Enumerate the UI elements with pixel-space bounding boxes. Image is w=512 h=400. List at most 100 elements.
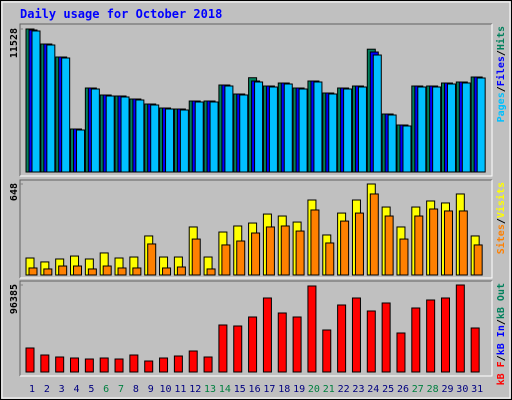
- plot-border-light: [20, 281, 493, 377]
- bar: [298, 88, 308, 173]
- bar: [429, 208, 439, 276]
- legend-separator: /: [496, 355, 507, 361]
- bar: [310, 209, 320, 276]
- bar: [162, 267, 172, 276]
- x-tick-label: 26: [397, 384, 409, 395]
- bar: [233, 325, 243, 373]
- legend-separator: /: [496, 218, 507, 224]
- x-tick-label: 10: [160, 384, 172, 395]
- legend: Pages/Files/Hits: [495, 26, 507, 122]
- chart-title: Daily usage for October 2018: [20, 7, 222, 21]
- bar: [280, 225, 290, 276]
- bar: [90, 88, 100, 173]
- legend-entry: Pages: [496, 92, 507, 122]
- x-tick-label: 27: [412, 384, 424, 395]
- bar: [458, 210, 468, 276]
- bar: [411, 307, 421, 373]
- x-tick-label: 6: [103, 384, 109, 395]
- bar: [150, 104, 160, 173]
- bar: [84, 358, 94, 373]
- bar: [25, 347, 35, 373]
- bar: [384, 215, 394, 276]
- x-tick-label: 2: [44, 384, 50, 395]
- bar: [61, 57, 71, 173]
- bar: [218, 324, 228, 373]
- bar: [165, 108, 175, 173]
- bar: [351, 297, 361, 373]
- bar: [40, 354, 50, 373]
- legend-entry: kB Out: [496, 283, 507, 319]
- bar: [399, 238, 409, 276]
- x-tick-label: 14: [219, 384, 231, 395]
- bar: [322, 329, 332, 373]
- bar: [414, 215, 424, 276]
- x-tick-label: 25: [382, 384, 394, 395]
- bar: [28, 267, 38, 276]
- x-tick-label: 23: [352, 384, 364, 395]
- bar: [443, 210, 453, 276]
- x-tick-label: 17: [263, 384, 275, 395]
- bar: [455, 284, 465, 373]
- bar: [295, 230, 305, 276]
- bar: [76, 129, 86, 173]
- x-tick-label: 3: [59, 384, 65, 395]
- bar: [325, 242, 335, 276]
- legend: kB F/kB In/kB Out: [496, 283, 507, 385]
- bar: [117, 267, 127, 276]
- bar: [105, 95, 115, 173]
- x-tick-label: 28: [427, 384, 439, 395]
- legend-entry: Hits: [495, 26, 507, 50]
- x-tick-label: 7: [118, 384, 124, 395]
- bar: [426, 299, 436, 373]
- bar: [147, 243, 157, 276]
- bar: [313, 81, 323, 173]
- legend-entry: Files: [495, 56, 507, 86]
- bar: [194, 101, 204, 173]
- x-tick-label: 4: [74, 384, 80, 395]
- bar: [283, 83, 293, 173]
- legend-separator: /: [496, 50, 507, 56]
- x-tick-label: 1: [29, 384, 35, 395]
- bar: [473, 244, 483, 276]
- x-tick-label: 5: [88, 384, 94, 395]
- bar: [381, 302, 391, 373]
- y-tick-label: 11528: [9, 28, 20, 58]
- bar: [440, 297, 450, 373]
- bar: [357, 86, 367, 173]
- bar: [132, 267, 142, 276]
- bar: [417, 86, 427, 173]
- bar: [46, 44, 56, 173]
- bar: [354, 212, 364, 276]
- bar: [340, 220, 350, 276]
- plot-border-dark: [19, 280, 492, 376]
- x-tick-label: 31: [471, 384, 483, 395]
- bar: [396, 332, 406, 373]
- bar: [135, 99, 145, 173]
- bar: [236, 240, 246, 276]
- bar: [446, 83, 456, 173]
- x-tick-label: 13: [204, 384, 216, 395]
- bar: [129, 354, 139, 373]
- bar: [221, 244, 231, 276]
- bar: [307, 285, 317, 373]
- x-tick-label: 16: [249, 384, 261, 395]
- plot-border-light: [20, 24, 493, 177]
- x-tick-label: 12: [189, 384, 201, 395]
- bar: [337, 304, 347, 373]
- bar: [58, 265, 68, 276]
- bar: [114, 358, 124, 373]
- bar: [343, 88, 353, 173]
- x-tick-label: 20: [308, 384, 320, 395]
- x-tick-label: 15: [234, 384, 246, 395]
- legend-entry: Sites: [495, 224, 507, 254]
- bar: [265, 226, 275, 276]
- plot-border-dark: [19, 179, 492, 278]
- x-tick-label: 19: [293, 384, 305, 395]
- plot-border-light: [20, 180, 493, 279]
- bar: [432, 86, 442, 173]
- x-tick-label: 24: [367, 384, 379, 395]
- bar: [191, 238, 201, 276]
- x-tick-label: 30: [456, 384, 468, 395]
